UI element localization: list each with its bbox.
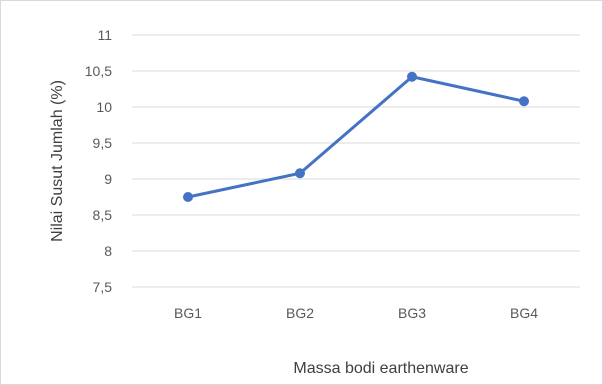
y-tick-label: 10	[96, 99, 112, 115]
y-tick-label: 10,5	[85, 63, 112, 79]
x-tick-label: BG3	[398, 305, 426, 321]
data-point	[295, 168, 305, 179]
x-axis-ticks: BG1 BG2 BG3 BG4	[174, 305, 538, 321]
y-axis-ticks: 7,5 8 8,5 9 9,5 10 10,5 11	[85, 27, 112, 295]
x-tick-label: BG4	[510, 305, 538, 321]
y-tick-label: 8,5	[93, 207, 113, 223]
data-point	[407, 71, 417, 82]
x-tick-label: BG1	[174, 305, 202, 321]
y-tick-label: 9	[104, 171, 112, 187]
y-tick-label: 7,5	[93, 279, 113, 295]
data-point	[183, 192, 193, 202]
x-axis-title: Massa bodi earthenware	[293, 360, 468, 377]
y-axis-title: Nilai Susut Jumlah (%)	[49, 80, 66, 242]
gridlines	[132, 34, 580, 288]
data-point	[519, 96, 529, 107]
y-tick-label: 11	[97, 27, 112, 43]
y-tick-label: 9,5	[93, 135, 113, 151]
y-tick-label: 8	[104, 243, 112, 259]
series-layer	[183, 71, 529, 202]
series-line	[187, 75, 525, 199]
x-tick-label: BG2	[286, 305, 314, 321]
